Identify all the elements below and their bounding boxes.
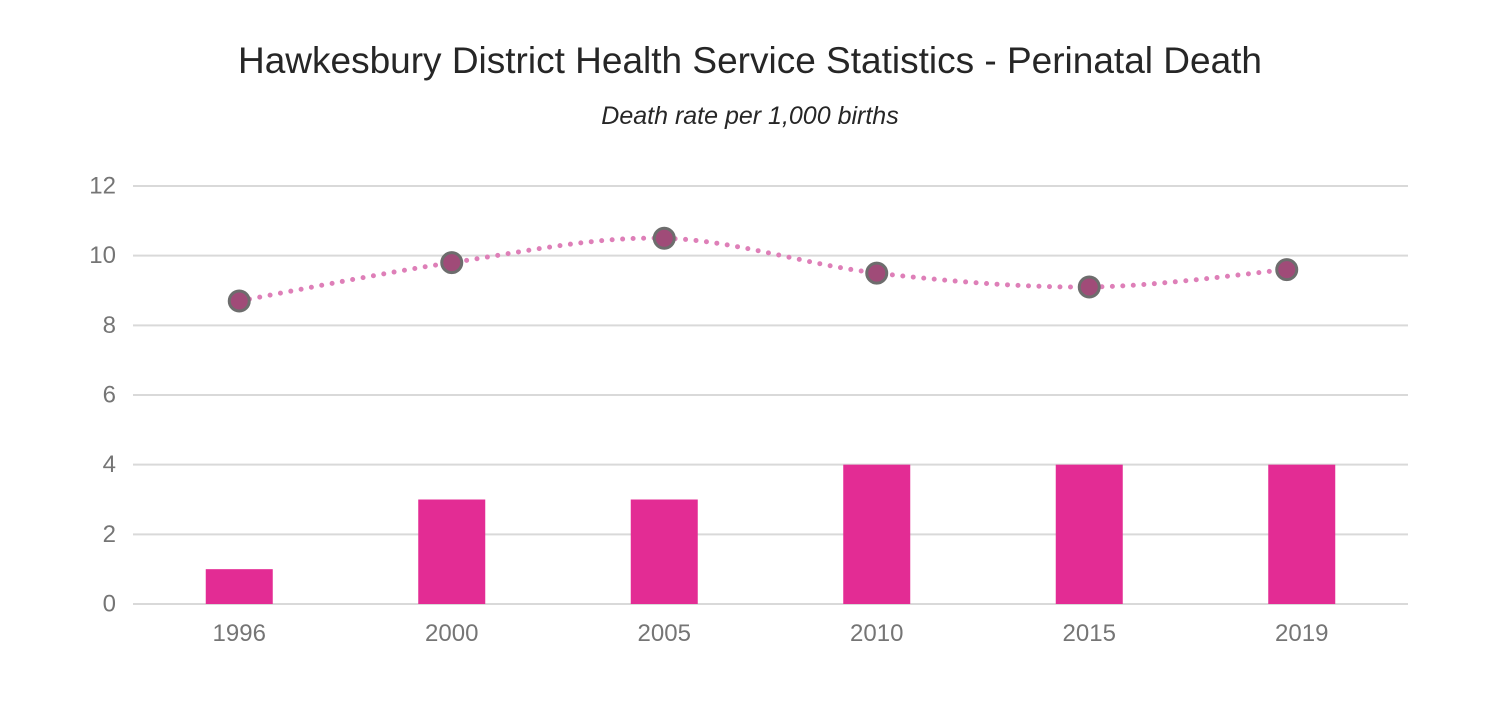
bar-2005 xyxy=(630,499,698,604)
line-marker-2000 xyxy=(440,251,464,275)
chart-subtitle: Death rate per 1,000 births xyxy=(601,102,899,130)
y-axis-tick-label: 2 xyxy=(103,521,116,548)
x-axis-tick-label: 2019 xyxy=(1275,620,1328,647)
y-axis-tick-label: 0 xyxy=(103,591,116,618)
bar-2000 xyxy=(418,499,486,604)
x-axis-tick-label: 1996 xyxy=(213,620,266,647)
dotted-line-series xyxy=(236,235,1290,304)
bar-1996 xyxy=(205,569,273,604)
bar-2015 xyxy=(1055,464,1123,604)
line-marker-1996 xyxy=(227,289,251,313)
bar-2019 xyxy=(1268,464,1336,604)
line-marker-2019 xyxy=(1275,258,1299,282)
y-axis-tick-label: 4 xyxy=(103,451,116,478)
y-axis-tick-label: 12 xyxy=(89,173,116,200)
x-axis-tick-label: 2005 xyxy=(638,620,691,647)
x-axis-tick-label: 2010 xyxy=(850,620,903,647)
y-axis-tick-label: 8 xyxy=(103,312,116,339)
y-axis-tick-label: 10 xyxy=(89,242,116,269)
x-axis-tick-label: 2000 xyxy=(425,620,478,647)
y-axis-tick-label: 6 xyxy=(103,382,116,409)
chart-title: Hawkesbury District Health Service Stati… xyxy=(237,40,1263,81)
bar-2010 xyxy=(843,464,911,604)
line-marker-2015 xyxy=(1077,275,1101,299)
x-axis-tick-label: 2015 xyxy=(1063,620,1116,647)
line-marker-2010 xyxy=(865,261,889,285)
line-marker-2005 xyxy=(652,226,676,250)
